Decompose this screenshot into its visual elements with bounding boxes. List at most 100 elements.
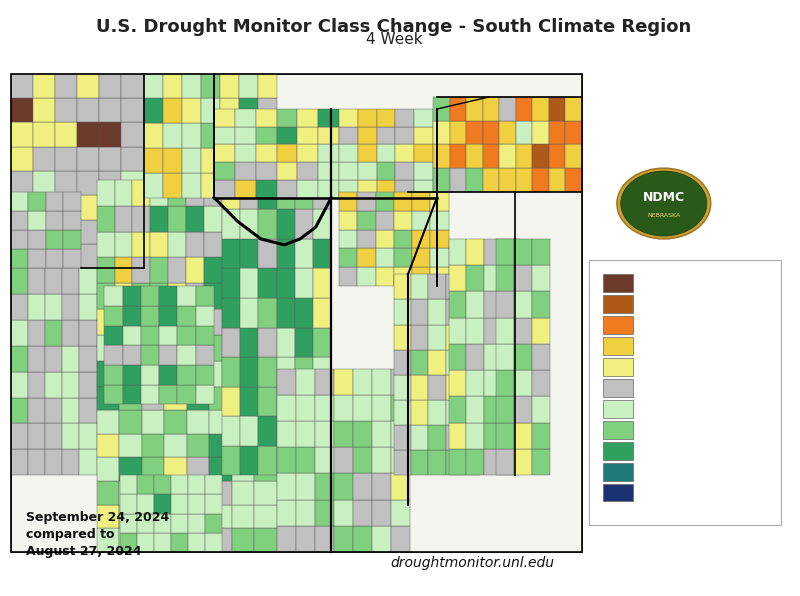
Bar <box>449 265 466 291</box>
Bar <box>295 387 313 416</box>
Bar <box>295 473 314 499</box>
Bar <box>150 283 168 309</box>
FancyBboxPatch shape <box>602 421 633 439</box>
Bar <box>412 249 430 267</box>
Bar <box>466 449 484 475</box>
Bar <box>97 481 119 505</box>
Bar <box>484 370 502 396</box>
Bar <box>277 357 295 387</box>
Bar <box>277 144 298 162</box>
Bar <box>122 147 143 171</box>
Bar <box>339 127 358 144</box>
Bar <box>122 325 141 345</box>
Bar <box>258 180 277 209</box>
Bar <box>231 387 254 410</box>
Bar <box>502 318 519 344</box>
Bar <box>254 457 277 481</box>
Bar <box>258 446 277 475</box>
Bar <box>45 398 62 424</box>
Bar <box>358 192 376 210</box>
Bar <box>222 239 240 268</box>
Bar <box>63 230 81 249</box>
Bar <box>430 249 449 267</box>
Bar <box>154 514 171 533</box>
Bar <box>433 97 450 121</box>
Bar <box>412 192 430 210</box>
Bar <box>182 173 201 198</box>
Bar <box>411 400 428 425</box>
Bar <box>119 481 142 505</box>
Bar <box>46 230 63 249</box>
Bar <box>516 97 532 121</box>
Bar <box>414 162 433 180</box>
Bar <box>256 109 277 127</box>
Bar <box>186 481 209 505</box>
Bar <box>222 328 240 357</box>
Bar <box>514 265 532 291</box>
Bar <box>277 473 295 499</box>
Bar <box>219 173 238 198</box>
Bar <box>10 192 28 211</box>
Bar <box>231 457 254 481</box>
Bar <box>258 416 277 446</box>
FancyBboxPatch shape <box>10 74 582 552</box>
Bar <box>186 528 209 552</box>
Bar <box>433 121 450 144</box>
Bar <box>162 173 182 198</box>
Bar <box>141 384 159 404</box>
Bar <box>496 370 514 396</box>
Bar <box>339 162 358 180</box>
Bar <box>484 239 502 265</box>
Bar <box>231 434 254 457</box>
Bar <box>394 400 411 425</box>
Bar <box>358 210 376 229</box>
Bar <box>182 98 201 123</box>
Bar <box>222 298 240 328</box>
Bar <box>502 265 519 291</box>
Bar <box>204 232 222 257</box>
Bar <box>334 369 353 395</box>
Bar <box>97 410 119 434</box>
Bar <box>516 144 532 168</box>
Bar <box>414 127 433 144</box>
Bar <box>295 357 313 387</box>
Bar <box>496 318 514 344</box>
Bar <box>28 424 45 449</box>
Bar <box>186 434 209 457</box>
Text: NEBRASKA: NEBRASKA <box>647 213 681 218</box>
Bar <box>10 372 28 398</box>
Bar <box>514 370 532 396</box>
Bar <box>394 192 412 210</box>
Bar <box>105 365 122 384</box>
Bar <box>122 365 141 384</box>
FancyBboxPatch shape <box>602 379 633 397</box>
Bar <box>219 98 238 123</box>
Bar <box>178 286 196 306</box>
Bar <box>205 494 222 514</box>
Bar <box>120 533 137 552</box>
Bar <box>430 210 449 229</box>
Bar <box>204 309 222 335</box>
Bar <box>446 299 462 325</box>
FancyBboxPatch shape <box>602 484 633 501</box>
Bar <box>371 448 390 473</box>
Bar <box>532 144 549 168</box>
Bar <box>313 268 331 298</box>
Bar <box>516 121 532 144</box>
Bar <box>209 457 231 481</box>
Bar <box>240 416 258 446</box>
Bar <box>178 384 196 404</box>
Bar <box>77 98 99 122</box>
Bar <box>502 370 519 396</box>
Bar <box>182 148 201 173</box>
Bar <box>204 180 222 206</box>
Bar <box>201 98 219 123</box>
Bar <box>209 434 231 457</box>
Bar <box>314 499 334 526</box>
Bar <box>449 318 466 344</box>
Bar <box>45 346 62 372</box>
Bar <box>516 168 532 192</box>
Bar <box>496 396 514 423</box>
Bar <box>428 274 446 299</box>
Bar <box>277 109 298 127</box>
